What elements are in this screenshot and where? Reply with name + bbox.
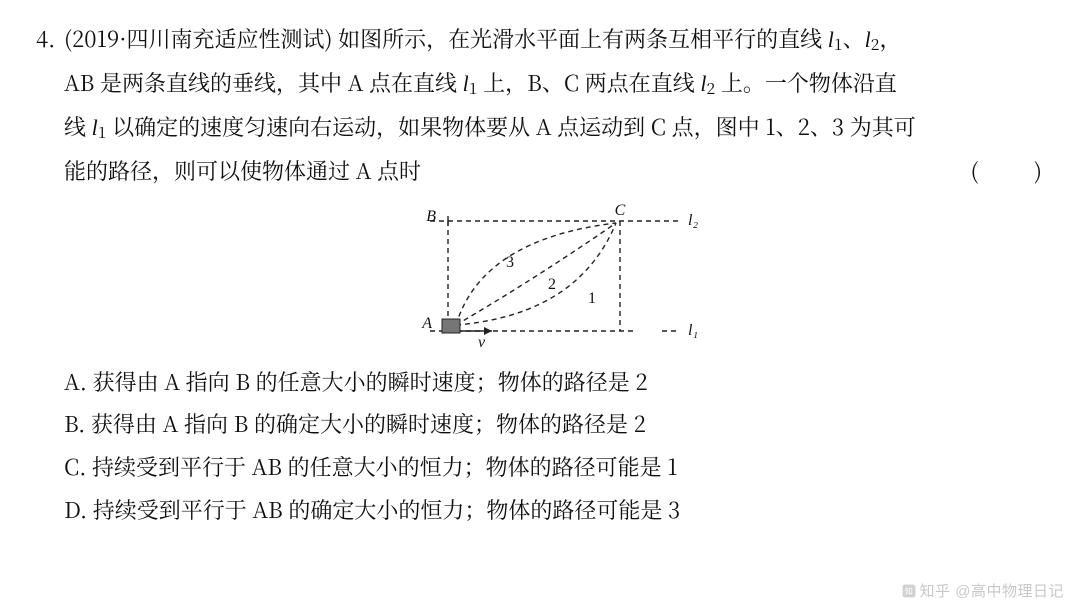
options: A. 获得由 A 指向 B 的任意大小的瞬时速度；物体的路径是 2 B. 获得由… [64,361,1044,533]
label-l2: l₂ [688,212,698,229]
text: 上。一个物体沿直 [715,67,897,98]
question-number: 4. [36,18,64,61]
sub1: 1 [98,120,107,143]
text: 能的路径，则可以使物体通过 A 点时 [64,150,963,193]
question-line1: (2019·四川南充适应性测试) 如图所示，在光滑水平面上有两条互相平行的直线 … [64,18,1044,62]
figure-wrap: A B C l₂ l₁ v 1 2 3 [36,197,1044,357]
label-A: A [421,315,432,332]
answer-paren: ( ) [963,150,1044,193]
v-arrow-head [484,327,492,335]
var-l: l [865,27,871,52]
text: (2019·四川南充适应性测试) 如图所示，在光滑水平面上有两条互相平行的直线 [64,23,828,54]
label-2: 2 [548,276,556,293]
object-box [442,319,460,333]
svg-text:知: 知 [904,586,912,596]
text: ， [879,23,901,54]
question-line3: 线 l1 以确定的速度匀速向右运动，如果物体要从 A 点运动到 C 点，图中 1… [64,106,1044,150]
zhihu-icon: 知 [902,584,916,598]
label-1: 1 [588,290,596,307]
var-l: l [92,115,98,140]
question-block: 4. (2019·四川南充适应性测试) 如图所示，在光滑水平面上有两条互相平行的… [0,0,1080,532]
watermark: 知 知乎 @高中物理日记 [902,577,1064,606]
text: 上，B、C 两点在直线 [478,67,701,98]
label-v: v [478,334,486,351]
var-l: l [463,71,469,96]
question-line4: 能的路径，则可以使物体通过 A 点时 ( ) [64,150,1044,193]
path-2 [456,223,616,325]
sub2: 2 [706,76,715,99]
text: 、 [843,23,865,54]
sub1: 1 [834,32,843,55]
watermark-text: 知乎 @高中物理日记 [920,583,1064,600]
text: 以确定的速度匀速向右运动，如果物体要从 A 点运动到 C 点，图中 1、2、3 … [106,111,915,142]
label-l1: l₁ [688,322,698,339]
path-3 [456,223,616,325]
option-A: A. 获得由 A 指向 B 的任意大小的瞬时速度；物体的路径是 2 [64,361,1044,404]
option-B: B. 获得由 A 指向 B 的确定大小的瞬时速度；物体的路径是 2 [64,403,1044,446]
text: 线 [64,111,92,142]
sub1: 1 [469,76,478,99]
question-line2: AB 是两条直线的垂线，其中 A 点在直线 l1 上，B、C 两点在直线 l2 … [64,62,1044,106]
text: AB 是两条直线的垂线，其中 A 点在直线 [64,67,463,98]
figure-svg: A B C l₂ l₁ v 1 2 3 [370,197,710,357]
path-1 [456,223,616,325]
option-C: C. 持续受到平行于 AB 的任意大小的恒力；物体的路径可能是 1 [64,446,1044,489]
var-l: l [828,27,834,52]
sub2: 2 [871,32,880,55]
page: 4. (2019·四川南充适应性测试) 如图所示，在光滑水平面上有两条互相平行的… [0,0,1080,614]
label-3: 3 [506,254,514,271]
option-D: D. 持续受到平行于 AB 的确定大小的恒力；物体的路径可能是 3 [64,489,1044,532]
label-C: C [615,202,626,219]
question-first-line: 4. (2019·四川南充适应性测试) 如图所示，在光滑水平面上有两条互相平行的… [36,18,1044,62]
label-B: B [426,208,436,225]
